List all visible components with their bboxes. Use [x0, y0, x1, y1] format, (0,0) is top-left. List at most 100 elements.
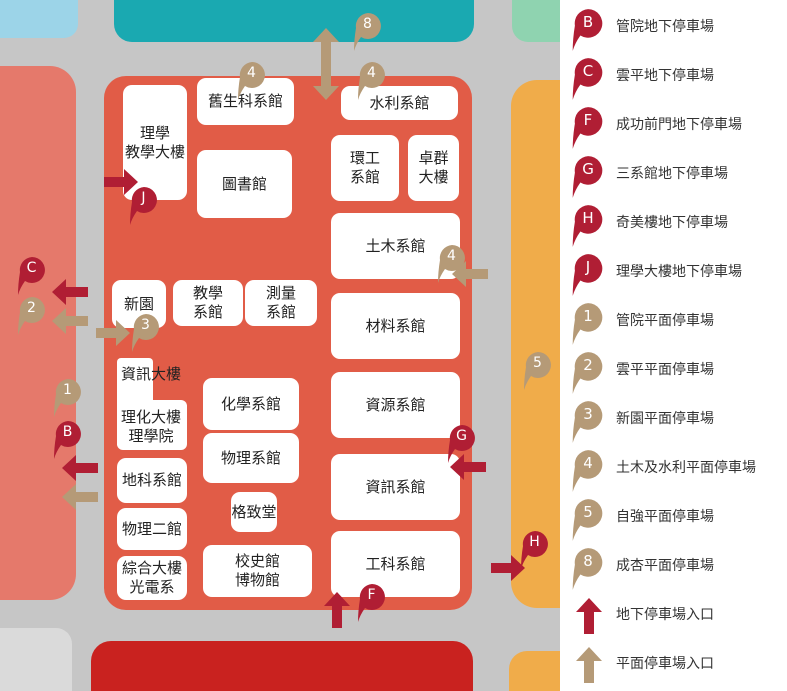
legend-label: 土木及水利平面停車場 [616, 460, 756, 476]
parking-marker-3[interactable]: 3 [130, 313, 160, 353]
building-library[interactable]: 圖書館 [197, 150, 292, 218]
block-bottom-red [91, 641, 473, 691]
parking-marker-1[interactable]: 1 [52, 378, 82, 418]
legend-code: 1 [583, 307, 593, 325]
marker-label: C [26, 260, 37, 276]
label-info-bldg[interactable]: 資訊大樓 [120, 365, 181, 383]
parking-marker-c[interactable]: C [16, 256, 46, 296]
underground-pin-icon [572, 205, 603, 247]
legend-code: J [585, 258, 591, 276]
block-left-salmon [0, 66, 76, 600]
marker-label: 3 [141, 317, 150, 333]
block-right-orange [511, 80, 560, 608]
surface-arrow-1 [62, 484, 98, 510]
building-env[interactable]: 環工 系館 [331, 135, 399, 201]
marker-label: 4 [367, 65, 376, 81]
legend-label: 雲平地下停車場 [616, 68, 714, 84]
legend-code: 2 [583, 356, 593, 374]
building-csie[interactable]: 資訊系館 [331, 454, 460, 520]
building-engsci[interactable]: 工科系館 [331, 531, 460, 597]
underground-pin-icon [572, 9, 603, 51]
surface-entrance-arrow-icon [576, 647, 602, 683]
legend: B 管院地下停車場 C 雲平地下停車場 F 成功前門地下停車場 G 三系館地下停… [560, 0, 787, 691]
parking-marker-5[interactable]: 5 [522, 351, 552, 391]
legend-code: B [582, 13, 594, 31]
campus-map: 理學 教學大樓 舊生科系館 水利系館 圖書館 環工 系館 卓群 大樓 土木系館 … [0, 0, 560, 691]
underground-pin-icon [572, 254, 603, 296]
label-lihua[interactable]: 理化大樓 理學院 [120, 408, 181, 445]
legend-label: 三系館地下停車場 [616, 166, 728, 182]
parking-marker-4-civil[interactable]: 4 [436, 244, 466, 284]
building-zonghe[interactable]: 綜合大樓 光電系 [117, 556, 187, 600]
legend-label: 成杏平面停車場 [616, 558, 714, 574]
building-civil[interactable]: 土木系館 [331, 213, 460, 279]
legend-label: 自強平面停車場 [616, 509, 714, 525]
underground-entrance-arrow-icon [576, 598, 602, 634]
building-lihua-body [117, 400, 187, 450]
building-museum[interactable]: 校史館 博物館 [203, 545, 312, 597]
surface-pin-icon [572, 303, 603, 345]
building-physics2[interactable]: 物理二館 [117, 508, 187, 550]
building-survey[interactable]: 測量 系館 [245, 280, 317, 326]
surface-pin-icon [572, 352, 603, 394]
parking-marker-4-oldbio[interactable]: 4 [236, 61, 266, 101]
parking-marker-j[interactable]: J [128, 186, 158, 226]
parking-marker-g[interactable]: G [446, 424, 476, 464]
building-xinyuan[interactable]: 新園 [112, 280, 166, 328]
parking-marker-2[interactable]: 2 [16, 296, 46, 336]
block-top-left [0, 0, 78, 38]
parking-marker-b[interactable]: B [52, 420, 82, 460]
building-material[interactable]: 材料系館 [331, 293, 460, 359]
legend-label: 成功前門地下停車場 [616, 117, 742, 133]
underground-arrow-b [62, 455, 98, 481]
legend-code: G [582, 160, 594, 178]
legend-code: 3 [583, 405, 593, 423]
block-top-teal [114, 0, 474, 42]
legend-label: 雲平平面停車場 [616, 362, 714, 378]
building-education[interactable]: 教學 系館 [173, 280, 243, 326]
underground-arrow-g [450, 454, 486, 480]
legend-code: 5 [583, 503, 593, 521]
legend-label: 管院平面停車場 [616, 313, 714, 329]
building-physics[interactable]: 物理系館 [203, 433, 299, 483]
legend-label: 新園平面停車場 [616, 411, 714, 427]
underground-arrow-c [52, 279, 88, 305]
marker-label: 8 [363, 16, 372, 32]
marker-label: J [141, 190, 146, 206]
parking-marker-8[interactable]: 8 [352, 12, 382, 52]
surface-arrow-2 [52, 308, 88, 334]
parking-marker-f[interactable]: F [356, 583, 386, 623]
surface-pin-icon [572, 401, 603, 443]
building-geo[interactable]: 地科系館 [117, 458, 187, 503]
underground-arrow-j [104, 169, 138, 195]
marker-label: 5 [533, 355, 542, 371]
building-resource[interactable]: 資源系館 [331, 372, 460, 438]
building-gezhi[interactable]: 格致堂 [231, 492, 277, 532]
legend-label: 管院地下停車場 [616, 19, 714, 35]
surface-pin-icon [572, 548, 603, 590]
marker-label: G [456, 428, 467, 444]
double-arrow-top [313, 28, 339, 100]
building-chem[interactable]: 化學系館 [203, 378, 299, 430]
legend-code: H [582, 209, 594, 227]
legend-label: 地下停車場入口 [616, 607, 714, 623]
marker-label: 4 [447, 248, 456, 264]
parking-marker-h[interactable]: H [519, 530, 549, 570]
surface-pin-icon [572, 499, 603, 541]
block-bottom-right-orange [509, 651, 560, 691]
building-water[interactable]: 水利系館 [341, 86, 458, 120]
marker-label: 4 [247, 65, 256, 81]
underground-pin-icon [572, 107, 603, 149]
underground-pin-icon [572, 156, 603, 198]
legend-code: C [582, 62, 594, 80]
block-bottom-left-gray [0, 628, 72, 691]
marker-label: 1 [63, 382, 72, 398]
legend-code: 8 [583, 552, 593, 570]
marker-label: 2 [27, 300, 36, 316]
parking-marker-4-water[interactable]: 4 [356, 61, 386, 101]
surface-arrow-4-civil [452, 261, 488, 287]
legend-code: 4 [583, 454, 593, 472]
underground-pin-icon [572, 58, 603, 100]
marker-label: B [62, 424, 73, 440]
building-zhuoqun[interactable]: 卓群 大樓 [408, 135, 459, 201]
